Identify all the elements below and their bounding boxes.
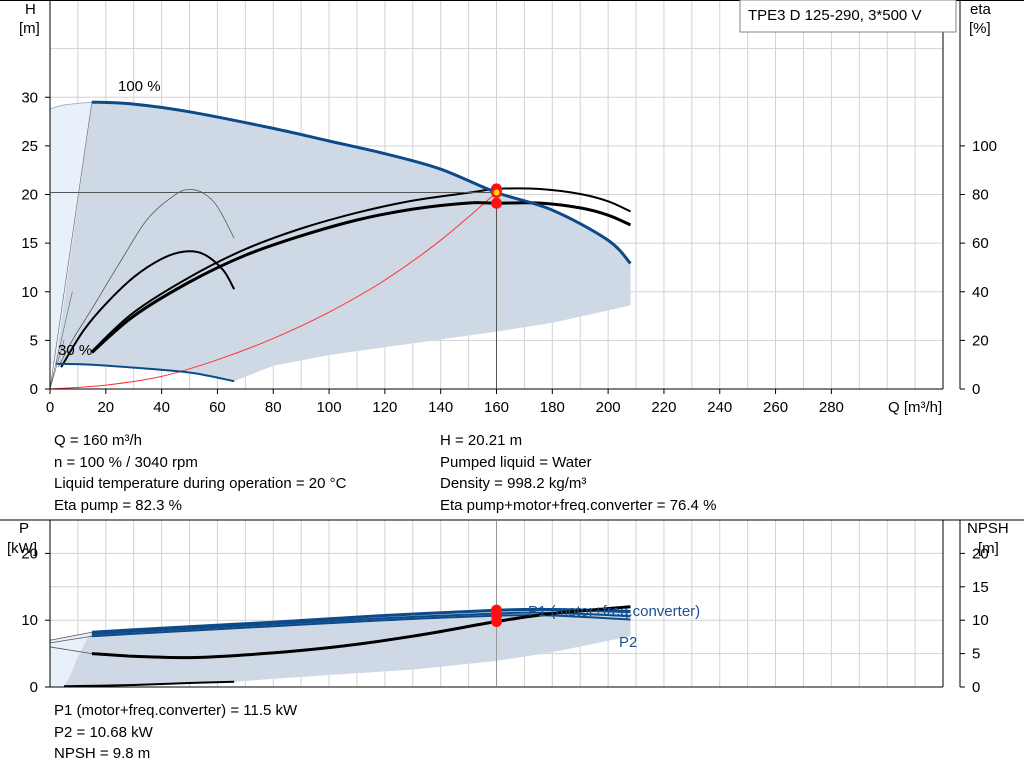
title-box: [739, 0, 957, 33]
info-block-right: H = 20.21 m Pumped liquid = Water Densit…: [440, 430, 716, 516]
p2-lead-line: [49, 635, 92, 644]
info-npsh: NPSH = 9.8 m: [54, 745, 151, 762]
pump-model-title: TPE3 D 125-290, 3*500 V: [748, 7, 921, 24]
x-tick-label: 160: [484, 399, 509, 416]
bottom-chart-operating-point: [491, 520, 502, 687]
h-tick-label: 15: [21, 235, 38, 252]
p1-curve: [91, 607, 631, 634]
top-chart-curves: [49, 100, 632, 390]
npsh-lead-line: [49, 646, 92, 654]
eta-curve-low-speed: [60, 250, 236, 368]
h-tick-label: 5: [30, 332, 38, 349]
npsh-operating-point: [491, 616, 502, 628]
duty-point-marker: [493, 189, 500, 196]
qh-curve-max-speed: [91, 100, 632, 265]
eta-pump-curve: [91, 187, 631, 353]
qh-curve-min-speed: [55, 362, 235, 383]
eta-curve-thin: [58, 189, 235, 368]
eta-total-curve: [90, 201, 632, 354]
npsh-tick-label: 0: [972, 679, 980, 696]
p1-lead-line: [49, 631, 92, 641]
operating-envelope: [55, 102, 631, 382]
eta-total-point: [491, 197, 502, 209]
info-temperature: Liquid temperature during operation = 20…: [54, 475, 347, 492]
info-block-left: Q = 160 m³/h n = 100 % / 3040 rpm Liquid…: [54, 430, 346, 516]
npsh-curve: [91, 605, 631, 660]
info-eta-total: Eta pump+motor+freq.converter = 76.4 %: [440, 496, 717, 514]
x-tick-label: 60: [209, 399, 226, 416]
bottom-chart-frame: [0, 519, 1024, 688]
info-p1: P1 (motor+freq.converter) = 11.5 kW: [54, 702, 298, 719]
eta-axis-unit: [%]: [969, 20, 991, 37]
npsh-tick-label: 10: [972, 612, 989, 629]
eta-tick-label: 0: [972, 381, 980, 398]
x-tick-label: 100: [317, 399, 342, 416]
q-axis-label: Q [m³/h]: [888, 399, 942, 416]
h-tick-label: 30: [21, 89, 38, 106]
speed-label-100: 100 %: [118, 78, 161, 95]
p1-series-label: P1 (motor+freq.converter): [528, 603, 700, 620]
npsh-tick-label: 5: [972, 646, 980, 663]
info-flow: Q = 160 m³/h: [54, 432, 142, 449]
qh-curve-left-extension: [49, 101, 92, 110]
npsh-axis-unit: [m]: [978, 540, 999, 557]
x-tick-label: 80: [265, 399, 282, 416]
npsh-tick-label: 20: [972, 545, 989, 562]
p-tick-label: 20: [21, 545, 38, 562]
eta-tick-label: 80: [972, 187, 989, 204]
h-axis-unit: [m]: [19, 20, 40, 37]
speed-fan-line: [49, 291, 73, 390]
speed-label-30: 30 %: [58, 342, 92, 359]
h-axis-label: H: [25, 1, 36, 18]
top-chart-regions: [50, 102, 631, 382]
info-liquid: Pumped liquid = Water: [440, 453, 592, 471]
h-tick-label: 20: [21, 187, 38, 204]
p-axis-label: P: [19, 520, 29, 537]
h-tick-label: 10: [21, 284, 38, 301]
p-axis-unit: [kW]: [7, 540, 37, 557]
info-speed: n = 100 % / 3040 rpm: [54, 453, 198, 471]
p2-curve: [91, 614, 631, 638]
npsh-axis-label: NPSH: [967, 520, 1009, 537]
low-speed-power-region: [50, 632, 92, 687]
p-tick-label: 0: [30, 679, 38, 696]
bottom-chart-curves: [49, 605, 631, 688]
h-tick-label: 25: [21, 138, 38, 155]
power-curve-low-speed: [63, 680, 235, 688]
low-speed-region: [50, 102, 92, 364]
eta-tick-label: 100: [972, 138, 997, 155]
x-tick-label: 40: [153, 399, 170, 416]
info-block-power: P1 (motor+freq.converter) = 11.5 kW P2 =…: [54, 700, 297, 765]
eta-tick-label: 60: [972, 235, 989, 252]
eta-axis-label: eta: [970, 1, 992, 18]
x-tick-label: 280: [819, 399, 844, 416]
top-chart-operating-point: [50, 183, 502, 389]
speed-fan-line: [49, 340, 65, 390]
x-tick-label: 140: [428, 399, 453, 416]
info-eta-pump: Eta pump = 82.3 %: [54, 496, 182, 514]
x-tick-label: 0: [46, 399, 54, 416]
npsh-tick-label: 15: [972, 579, 989, 596]
x-tick-label: 180: [540, 399, 565, 416]
x-tick-label: 20: [97, 399, 114, 416]
h-tick-label: 0: [30, 381, 38, 398]
x-tick-label: 240: [707, 399, 732, 416]
x-tick-label: 260: [763, 399, 788, 416]
eta-tick-label: 20: [972, 332, 989, 349]
system-curve: [49, 192, 497, 390]
x-tick-label: 220: [651, 399, 676, 416]
info-head: H = 20.21 m: [440, 432, 523, 449]
bottom-chart-ticks: 0 10 20 0 5 10 15 20: [21, 545, 988, 696]
eta-tick-label: 40: [972, 284, 989, 301]
p-tick-label: 10: [21, 612, 38, 629]
info-density: Density = 998.2 kg/m³: [440, 475, 587, 492]
speed-fan-line: [49, 102, 93, 390]
x-tick-label: 200: [596, 399, 621, 416]
top-chart-ticks: 0 20 40 60 80 100 120 140 160 180 200 220 240 260 2800…: [21, 89, 997, 416]
x-tick-label: 120: [372, 399, 397, 416]
p2-series-label: P2: [619, 634, 637, 651]
info-p2: P2 = 10.68 kW: [54, 723, 153, 741]
